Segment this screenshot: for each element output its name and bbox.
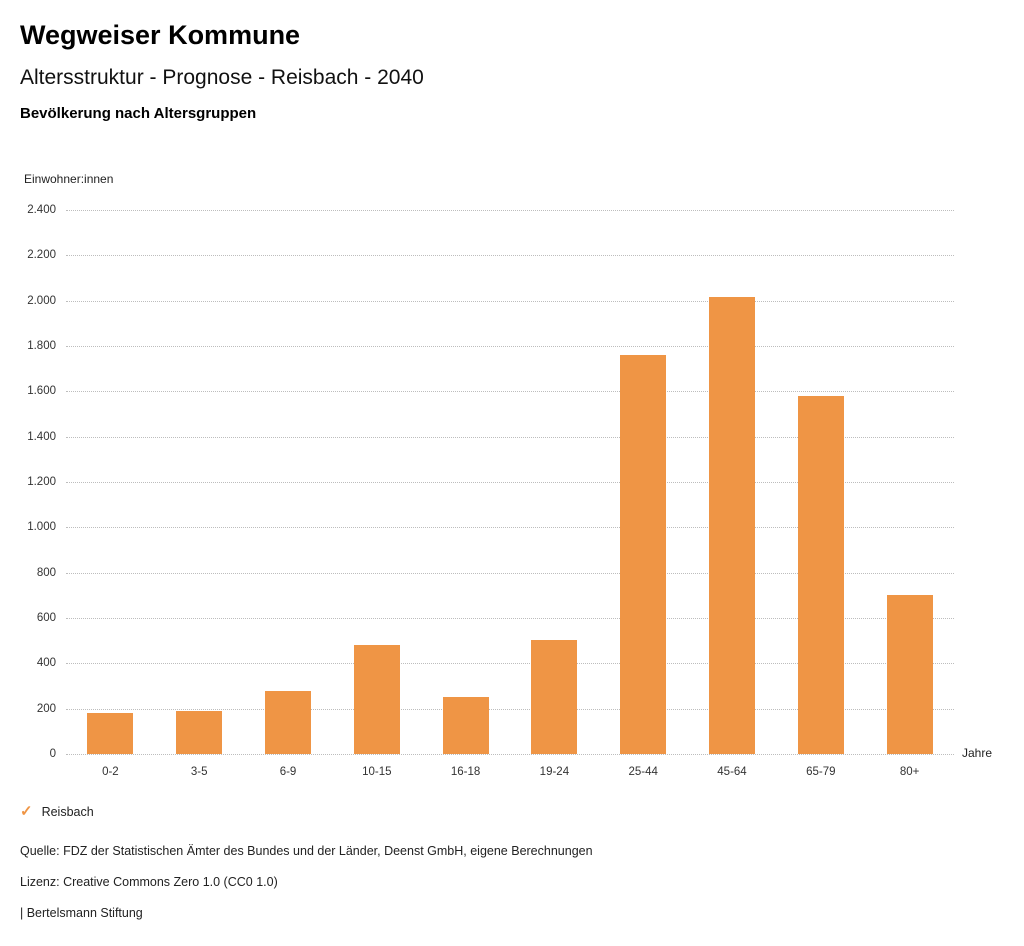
bar-65-79[interactable] [797, 395, 844, 754]
gridline [66, 754, 954, 755]
x-tick-label: 6-9 [279, 766, 297, 778]
y-tick-label: 1.600 [27, 385, 56, 398]
y-tick-label: 2.200 [27, 249, 56, 262]
gridline [66, 210, 954, 211]
bar-3-5[interactable] [176, 710, 223, 754]
gridline [66, 618, 954, 619]
x-tick-label: 65-79 [806, 766, 836, 778]
y-tick-label: 200 [36, 702, 56, 715]
y-tick-label: 1.000 [27, 521, 56, 534]
gridline [66, 346, 954, 347]
x-tick-label: 10-15 [362, 766, 392, 778]
x-tick-label: 45-64 [717, 766, 747, 778]
x-tick-label: 0-2 [102, 766, 119, 778]
chart-caption: Bevölkerung nach Altersgruppen [20, 105, 257, 122]
gridline [66, 436, 954, 438]
bar-25-44[interactable] [620, 355, 667, 754]
legend-item-reisbach[interactable]: ✓ Reisbach [20, 804, 94, 819]
bar-6-9[interactable] [265, 690, 311, 754]
y-tick-label: 600 [36, 612, 56, 624]
x-tick-label: 19-24 [539, 766, 570, 778]
bar-19-24[interactable] [531, 639, 578, 754]
x-tick-label: 25-44 [628, 766, 658, 778]
y-tick-label: 400 [36, 657, 56, 670]
license-text: Lizenz: Creative Commons Zero 1.0 (CC0 1… [20, 875, 278, 889]
bar-0-2[interactable] [87, 713, 134, 754]
gridline [66, 255, 954, 257]
bar-16-18[interactable] [442, 697, 489, 754]
x-axis-title: Jahre [962, 746, 993, 760]
gridline [66, 300, 954, 302]
bar-45-64[interactable] [709, 297, 755, 754]
gridline [66, 663, 954, 665]
chart-subtitle: Altersstruktur - Prognose - Reisbach - 2… [20, 66, 424, 89]
gridline [66, 527, 954, 529]
x-tick-label: 16-18 [450, 766, 481, 778]
y-tick-label: 1.200 [27, 476, 56, 488]
gridline [66, 708, 954, 710]
legend-label: Reisbach [41, 804, 94, 819]
gridline [66, 482, 954, 483]
bar-80+[interactable] [886, 595, 933, 754]
brand-text: | Bertelsmann Stiftung [20, 906, 143, 920]
bar-chart-plot-area: Jahre 0 200 400 600 800 1.000 1.200 1.400 1.600 1… [27, 204, 992, 778]
y-tick-label: 2.000 [27, 294, 56, 307]
y-tick-label: 2.400 [27, 204, 56, 216]
bar-10-15[interactable] [353, 645, 400, 754]
y-tick-label: 1.800 [27, 340, 56, 352]
y-tick-label: 1.400 [27, 430, 56, 443]
source-text: Quelle: FDZ der Statistischen Ämter des … [20, 844, 593, 858]
x-tick-label: 80+ [899, 766, 920, 778]
y-axis-title: Einwohner:innen [24, 172, 114, 186]
x-tick-label: 3-5 [190, 766, 208, 778]
check-icon: ✓ [20, 803, 33, 820]
page-title: Wegweiser Kommune [20, 20, 301, 50]
y-tick-label: 800 [36, 566, 56, 579]
y-tick-label: 0 [49, 748, 56, 760]
gridline [66, 572, 954, 574]
gridline [66, 391, 954, 393]
